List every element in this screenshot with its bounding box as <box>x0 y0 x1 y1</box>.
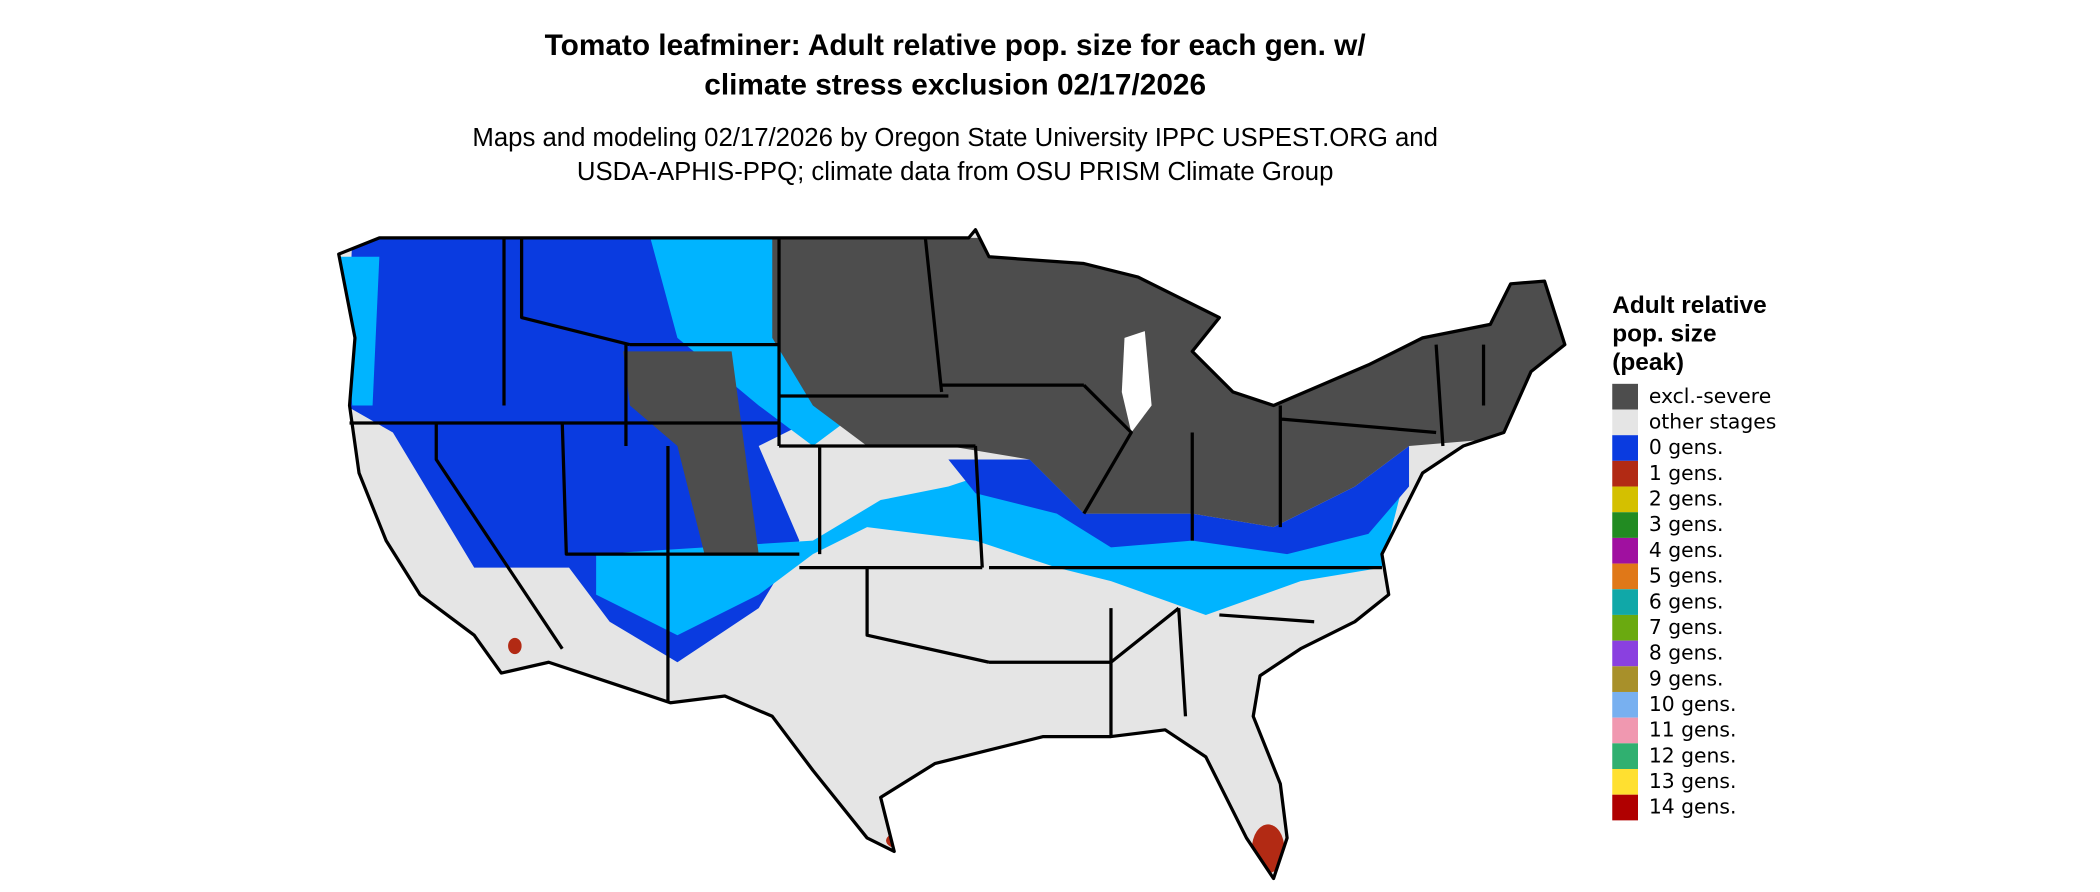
subtitle: USDA-APHIS-PPQ; climate data from OSU PR… <box>577 158 1334 186</box>
legend: Adult relative pop. size (peak) excl.-se… <box>1612 292 1777 821</box>
map <box>337 228 1567 881</box>
legend-title: Adult relative <box>1612 292 1766 319</box>
legend-label: 4 gens. <box>1649 538 1724 562</box>
legend-swatch <box>1612 512 1638 538</box>
legend-swatch <box>1612 589 1638 615</box>
legend-label: 5 gens. <box>1649 564 1724 588</box>
region-light <box>596 459 1410 636</box>
legend-swatch <box>1612 435 1638 461</box>
region-zero-gens <box>948 446 1410 555</box>
legend-label: 12 gens. <box>1649 743 1737 767</box>
legend-label: 11 gens. <box>1649 718 1737 742</box>
legend-label: 3 gens. <box>1649 512 1724 536</box>
legend-title: (peak) <box>1612 349 1684 376</box>
legend-label: 1 gens. <box>1649 461 1724 485</box>
region-one-gen <box>1251 824 1285 874</box>
legend-label: 6 gens. <box>1649 589 1724 613</box>
title: Tomato leafminer: Adult relative pop. si… <box>545 29 1366 62</box>
legend-label: 2 gens. <box>1649 487 1724 511</box>
legend-swatch <box>1612 486 1638 513</box>
legend-swatch <box>1612 640 1638 667</box>
legend-swatch <box>1612 409 1638 436</box>
legend-swatch <box>1612 794 1638 821</box>
legend-swatch <box>1612 666 1638 692</box>
legend-title: pop. size <box>1612 321 1716 348</box>
legend-swatch <box>1612 537 1638 564</box>
subtitle: Maps and modeling 02/17/2026 by Oregon S… <box>472 124 1438 152</box>
legend-label: 9 gens. <box>1649 666 1724 690</box>
region-one-gen <box>508 637 522 655</box>
legend-swatch <box>1612 717 1638 744</box>
lake <box>1121 331 1152 433</box>
legend-swatch <box>1612 691 1638 718</box>
legend-swatch <box>1612 743 1638 770</box>
legend-swatch <box>1612 460 1638 487</box>
legend-swatch <box>1612 563 1638 590</box>
legend-label: 8 gens. <box>1649 641 1724 665</box>
legend-label: 0 gens. <box>1649 435 1724 459</box>
legend-label: 14 gens. <box>1649 795 1737 819</box>
legend-swatch <box>1612 383 1638 410</box>
legend-label: excl.-severe <box>1649 384 1771 408</box>
legend-swatch <box>1612 769 1638 795</box>
legend-label: other stages <box>1649 410 1777 434</box>
title: climate stress exclusion 02/17/2026 <box>704 68 1206 101</box>
legend-label: 7 gens. <box>1649 615 1724 639</box>
region-excluded <box>623 351 759 555</box>
legend-swatch <box>1612 614 1638 641</box>
legend-label: 10 gens. <box>1649 692 1737 716</box>
legend-label: 13 gens. <box>1649 769 1737 793</box>
